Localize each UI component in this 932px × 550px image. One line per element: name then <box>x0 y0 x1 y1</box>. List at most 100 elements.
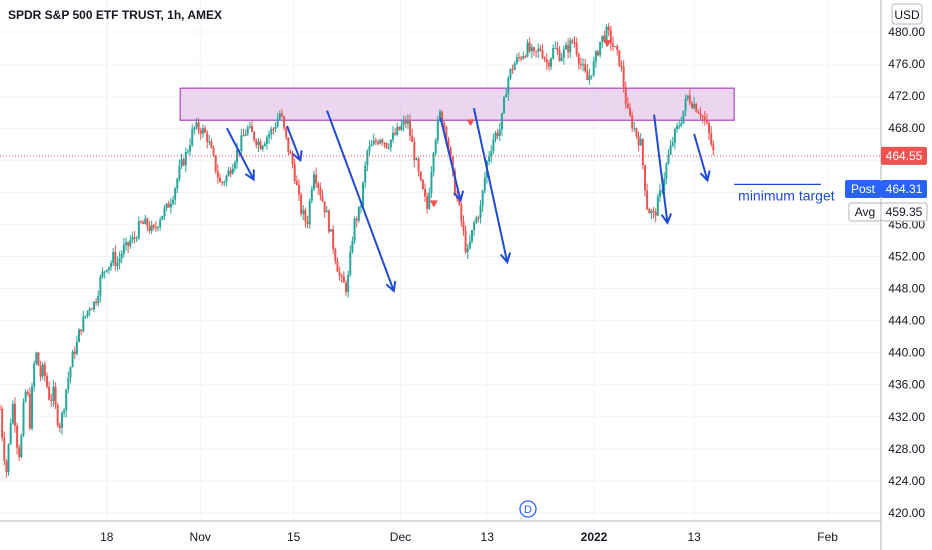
time-axis[interactable]: 18 Nov 15 Dec 13 2022 13 Feb <box>100 530 838 544</box>
candle-body <box>614 46 617 48</box>
candle-body <box>520 57 523 59</box>
candle-body <box>308 200 311 225</box>
candle-body <box>690 103 693 108</box>
candle-body <box>466 248 469 253</box>
candle-body <box>415 158 418 161</box>
candle-body <box>71 351 74 368</box>
candle-body <box>641 139 644 166</box>
candle-body <box>291 153 294 165</box>
sell-marker <box>429 200 438 208</box>
currency-button[interactable]: USD <box>891 3 923 25</box>
candle-body <box>603 35 606 42</box>
last-price-value: 464.55 <box>886 149 923 163</box>
candle-body <box>169 203 172 208</box>
candle-body <box>69 367 72 378</box>
candle-body <box>214 155 217 172</box>
candle-body <box>7 443 10 473</box>
candle-body <box>28 394 31 429</box>
candle-body <box>165 203 168 209</box>
time-tick-label: Dec <box>390 530 411 544</box>
candle-body <box>577 54 580 64</box>
candle-body <box>13 403 16 426</box>
avg-label: Avg <box>855 205 875 219</box>
avg-price-tag: Avg 459.35 <box>848 202 928 222</box>
price-tick-label: 480.00 <box>888 25 925 39</box>
candle-body <box>212 147 215 156</box>
candle-body <box>661 190 664 192</box>
candle-body <box>101 271 104 277</box>
candle-body <box>453 170 456 196</box>
candle-body <box>693 103 696 108</box>
candle-body <box>637 135 640 146</box>
candle-body <box>357 206 360 221</box>
candle-body <box>246 127 249 134</box>
candle-body <box>629 108 632 116</box>
candle-body <box>411 135 414 142</box>
candle-body <box>148 226 151 232</box>
candle-body <box>558 50 561 61</box>
candle-body <box>342 276 345 283</box>
candle-body <box>26 391 29 395</box>
candle-body <box>54 386 57 405</box>
candle-body <box>464 230 467 253</box>
candle-body <box>274 126 277 130</box>
candle-body <box>201 128 204 134</box>
candle-body <box>458 198 461 205</box>
candle-body <box>537 48 540 52</box>
candle-body <box>315 174 318 184</box>
candle-body <box>592 61 595 76</box>
candle-body <box>225 176 228 182</box>
candle-body <box>137 221 140 239</box>
dividend-marker[interactable]: D <box>519 500 537 518</box>
candle-body <box>479 205 482 219</box>
pullback-arrow <box>439 117 462 201</box>
candle-body <box>697 111 700 114</box>
candle-body <box>67 377 70 390</box>
candle-body <box>344 282 347 293</box>
candle-body <box>582 64 585 66</box>
candle-body <box>562 49 565 58</box>
candle-body <box>174 188 177 200</box>
candle-body <box>434 140 437 154</box>
candle-body <box>372 140 375 145</box>
candle-body <box>184 151 187 166</box>
candle-body <box>451 156 454 171</box>
post-price-tag: Post 464.31 <box>845 180 927 198</box>
candle-body <box>573 42 576 44</box>
candle-body <box>500 113 503 130</box>
pullback-arrow-head <box>453 190 465 203</box>
candle-body <box>391 132 394 140</box>
pullback-arrow <box>472 107 509 263</box>
candle-body <box>312 174 315 190</box>
candle-body <box>84 315 87 317</box>
candle-body <box>631 115 634 129</box>
candle-body <box>338 271 341 276</box>
candle-body <box>560 57 563 61</box>
time-tick-label: Feb <box>817 530 838 544</box>
candle-body <box>528 42 531 52</box>
candle-body <box>35 352 38 364</box>
candle-body <box>468 241 471 249</box>
candle-body <box>355 218 358 221</box>
candle-body <box>3 437 6 461</box>
candle-body <box>564 44 567 50</box>
pullback-arrow <box>693 133 709 181</box>
pullback-arrow <box>653 114 669 223</box>
candle-body <box>370 144 373 147</box>
candle-body <box>131 237 134 240</box>
candle-body <box>364 165 367 183</box>
price-axis[interactable]: 420.00 424.00 428.00 432.00 436.00 440.00 444.… <box>888 25 925 520</box>
candle-body <box>45 375 48 387</box>
candle-body <box>701 115 704 117</box>
candle-body <box>270 128 273 135</box>
candle-body <box>620 65 623 67</box>
candle-body <box>597 51 600 56</box>
candle-body <box>505 94 508 98</box>
candle-body <box>526 42 529 57</box>
candle-body <box>432 153 435 173</box>
candle-body <box>261 145 264 150</box>
candle-body <box>176 179 179 189</box>
candle-body <box>135 238 138 240</box>
candle-body <box>406 120 409 124</box>
